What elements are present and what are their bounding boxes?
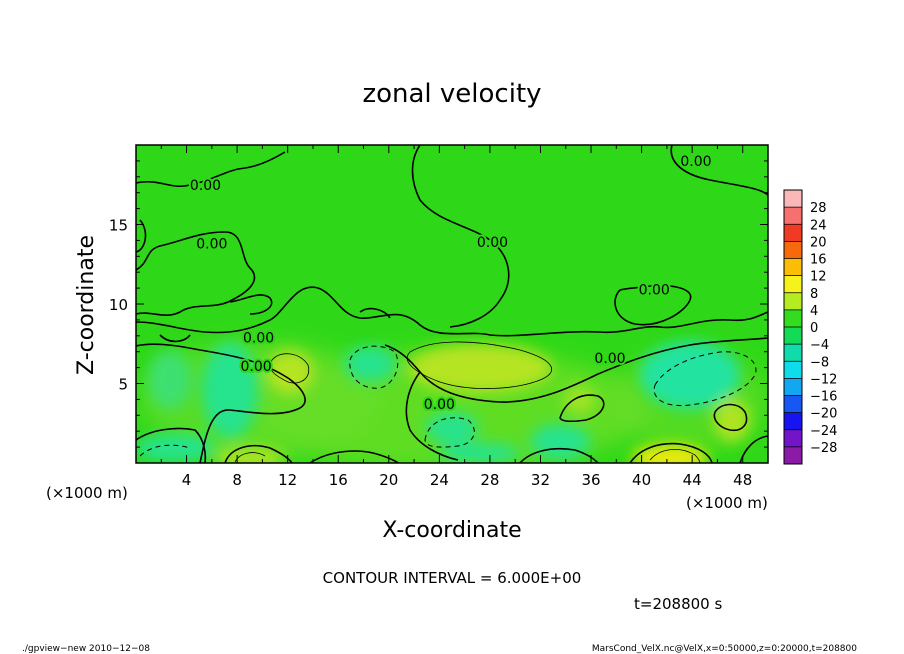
x-tick-label: 36	[581, 471, 600, 489]
y-ticks: 5 10 15	[109, 160, 768, 448]
colorbar-segment	[784, 361, 802, 379]
x-tick-label: 8	[232, 471, 242, 489]
colorbar-segment	[784, 327, 802, 345]
x-axis-title: X-coordinate	[382, 518, 521, 543]
footer-right: MarsCond_VelX.nc@VelX,x=0:50000,z=0:2000…	[592, 644, 857, 654]
contour-lines-dashed	[139, 345, 757, 457]
y-tick-label: 10	[109, 296, 128, 314]
y-axis-title: Z-coordinate	[74, 235, 99, 375]
colorbar-segment	[784, 292, 802, 311]
x-tick-label: 44	[683, 471, 702, 489]
contour-label: 0.00	[639, 283, 670, 299]
x-tick-label: 32	[531, 471, 550, 489]
colorbar-segment	[784, 309, 802, 328]
colorbar-segment	[784, 258, 802, 276]
contour-lines	[136, 145, 768, 463]
colorbar-segment	[784, 395, 802, 413]
colorbar-label: −20	[810, 407, 837, 422]
x-tick-label: 16	[329, 471, 348, 489]
x-tick-label: 40	[632, 471, 651, 489]
footer-left: ./gpview−new 2010−12−08	[22, 644, 150, 654]
x-tick-label: 12	[278, 471, 297, 489]
colorbar-segment	[784, 275, 802, 294]
y-tick-label: 15	[109, 217, 128, 235]
colorbar-segment	[784, 224, 802, 242]
colorbar-label: −16	[810, 390, 837, 405]
colorbar-label: 24	[810, 218, 827, 233]
colorbar-segment	[784, 412, 802, 431]
colorbar-segment	[784, 190, 802, 208]
x-tick-label: 20	[379, 471, 398, 489]
colorbar-label: −28	[810, 441, 837, 456]
contour-label: 0.00	[240, 359, 271, 375]
time-label: t=208800 s	[634, 595, 722, 613]
colorbar-segment	[784, 429, 802, 448]
colorbar-segment	[784, 344, 802, 362]
contour-interval-note: CONTOUR INTERVAL = 6.000E+00	[323, 569, 582, 587]
x-axis-unit-right: (×1000 m)	[686, 494, 768, 512]
colorbar-label: −24	[810, 424, 837, 439]
x-axis-unit-left: (×1000 m)	[46, 484, 128, 502]
colorbar-label: 12	[810, 270, 827, 285]
colorbar-segment	[784, 241, 802, 259]
colorbar-segment	[784, 446, 802, 465]
colorbar-segment	[784, 378, 802, 396]
contour-label-layer: 0.00 0.00 0.00 0.00 0.00 0.00 0.00 0.00 0.00	[188, 152, 714, 415]
x-tick-label: 4	[182, 471, 192, 489]
heatmap-field	[136, 145, 768, 463]
chart-title: zonal velocity	[362, 79, 541, 109]
x-ticks: 4 8 12 16 20 24 28 32 36 40 44 48	[160, 145, 752, 489]
colorbar-label: 8	[810, 287, 818, 302]
contour-label: 0.00	[477, 235, 508, 251]
contour-label: 0.00	[424, 397, 455, 413]
colorbar-label: 4	[810, 304, 818, 319]
contour-label: 0.00	[243, 330, 274, 346]
x-tick-label: 28	[480, 471, 499, 489]
colorbar: 28 24 20 16 12 8 4 0 −4 −8 −12 −16 −20 −24 −28	[783, 189, 837, 465]
x-tick-label: 48	[733, 471, 752, 489]
colorbar-label: 20	[810, 235, 827, 250]
contour-label: 0.00	[680, 154, 711, 170]
colorbar-label: 28	[810, 201, 827, 216]
colorbar-label: −8	[810, 355, 829, 370]
colorbar-segment	[784, 207, 802, 225]
contour-lines-thin	[234, 341, 701, 463]
contour-label: 0.00	[190, 178, 221, 194]
colorbar-label: 16	[810, 253, 827, 268]
y-tick-label: 5	[118, 376, 128, 394]
colorbar-label: 0	[810, 321, 818, 336]
colorbar-label: −12	[810, 372, 837, 387]
x-tick-label: 24	[430, 471, 449, 489]
colorbar-label: −4	[810, 338, 829, 353]
contour-label: 0.00	[594, 351, 625, 367]
contour-label: 0.00	[196, 237, 227, 253]
